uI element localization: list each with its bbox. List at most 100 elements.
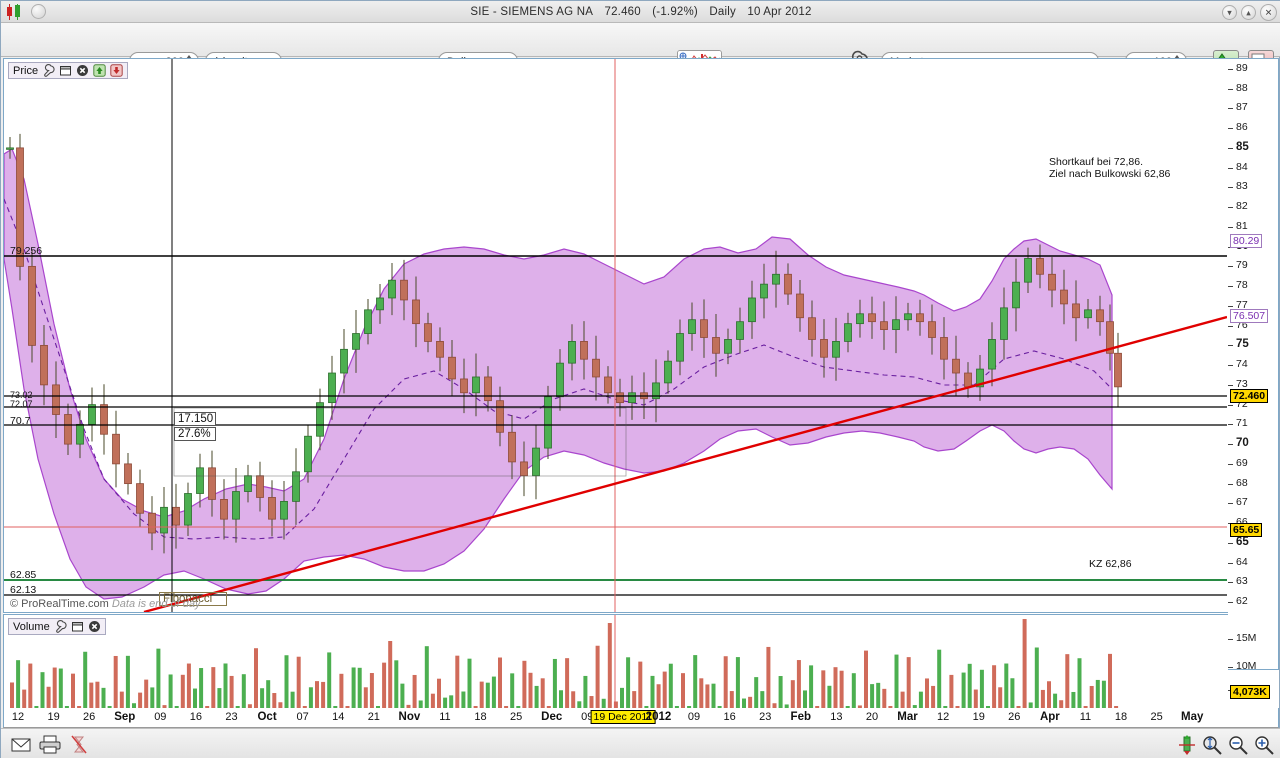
measure-rect xyxy=(173,407,627,477)
axis-tick xyxy=(1228,325,1233,327)
price-pane[interactable]: Price Shortkauf bei 72,86. Ziel nach Bul… xyxy=(3,58,1228,613)
title-timeframe: Daily xyxy=(709,5,736,18)
volume-bar xyxy=(760,691,765,711)
wrench-icon[interactable] xyxy=(42,64,55,77)
volume-pane-header[interactable]: Volume xyxy=(8,618,106,635)
candle-body xyxy=(868,313,876,323)
axis-tick xyxy=(1228,424,1233,426)
candle-body xyxy=(664,360,672,384)
volume-bar xyxy=(1065,654,1070,711)
candle-body xyxy=(292,471,300,502)
close-icon[interactable] xyxy=(1260,4,1277,21)
candle-body xyxy=(1000,307,1008,340)
candle-body xyxy=(148,512,156,534)
volume-bar xyxy=(906,657,911,711)
volume-bar xyxy=(58,668,63,711)
mail-icon[interactable] xyxy=(11,735,31,754)
volume-bar xyxy=(388,641,393,711)
volume-bar xyxy=(113,655,118,711)
volume-bar xyxy=(870,684,875,711)
axis-tick xyxy=(1228,108,1233,110)
candle-body xyxy=(1084,309,1092,319)
axis-tick xyxy=(1228,167,1233,169)
volume-bar xyxy=(534,685,539,711)
date-axis-label: Nov xyxy=(398,711,421,723)
volume-pane[interactable]: Volume xyxy=(3,614,1228,714)
window-icon[interactable] xyxy=(59,64,72,77)
title-price: 72.460 xyxy=(604,5,641,18)
candle-body xyxy=(580,341,588,360)
close-circle-icon[interactable] xyxy=(88,620,101,633)
volume-bar xyxy=(1022,619,1027,711)
volume-bar xyxy=(1053,693,1058,711)
price-scale[interactable]: 6263646566676869707172737475767778798081… xyxy=(1228,58,1279,699)
volume-bar xyxy=(961,672,966,711)
candle-body xyxy=(628,392,636,404)
volume-bar xyxy=(229,675,234,711)
price-axis-label: 73 xyxy=(1236,377,1248,390)
axis-tick xyxy=(1228,305,1233,307)
zoom-out-icon[interactable] xyxy=(1227,735,1249,755)
volume-bar xyxy=(467,658,472,711)
volume-bar xyxy=(559,690,563,711)
volume-scale-tag: 4,073K xyxy=(1230,685,1270,699)
price-axis-label: 84 xyxy=(1236,160,1248,173)
date-axis-label: 20 xyxy=(865,711,879,723)
volume-bar xyxy=(485,682,490,711)
zoom-in-icon[interactable] xyxy=(1253,735,1275,755)
close-circle-icon[interactable] xyxy=(76,64,89,77)
candle-body xyxy=(1024,258,1032,283)
candle-body xyxy=(1048,273,1056,291)
volume-bar xyxy=(1108,653,1112,711)
bottom-toolbar xyxy=(1,728,1280,758)
print-icon[interactable] xyxy=(39,735,61,754)
move-up-icon[interactable] xyxy=(93,64,106,77)
volume-bar xyxy=(52,667,57,711)
menu-orb-icon[interactable] xyxy=(31,4,46,19)
volume-bar xyxy=(1071,691,1076,711)
candle-body xyxy=(940,337,948,360)
window-icon[interactable] xyxy=(71,620,84,633)
chevron-up-icon[interactable] xyxy=(1241,5,1256,20)
price-pane-header[interactable]: Price xyxy=(8,62,129,79)
volume-bar xyxy=(766,646,771,711)
volume-bar xyxy=(796,660,801,711)
date-axis-label: 19 xyxy=(972,711,985,723)
axis-tick xyxy=(1228,365,1233,367)
volume-bar xyxy=(613,701,618,711)
price-axis-label: 88 xyxy=(1236,81,1248,94)
volume-bar xyxy=(479,681,484,711)
chevron-down-icon[interactable] xyxy=(1222,5,1237,20)
volume-bar xyxy=(430,693,435,711)
axis-tick xyxy=(1228,128,1233,130)
move-down-icon[interactable] xyxy=(110,64,123,77)
zoom-fit-icon[interactable] xyxy=(1201,735,1223,755)
price-axis-label: 89 xyxy=(1236,61,1248,74)
axis-tick xyxy=(1228,667,1233,668)
volume-bar xyxy=(723,656,728,711)
crosshair-tool-icon[interactable] xyxy=(1176,735,1198,755)
volume-bar xyxy=(748,696,753,711)
volume-bar xyxy=(1077,658,1082,711)
chart-area: Price Shortkauf bei 72,86. Ziel nach Bul… xyxy=(3,58,1279,726)
volume-bar xyxy=(864,650,868,711)
price-scale-tag: 80.29 xyxy=(1230,233,1263,248)
candle-body xyxy=(196,467,204,494)
date-axis-label: 16 xyxy=(723,711,736,723)
wrench-icon[interactable] xyxy=(54,620,67,633)
candle-body xyxy=(928,321,936,338)
level-label-6213: 62.13 xyxy=(10,584,37,596)
volume-bar xyxy=(241,674,246,711)
date-axis[interactable]: 12 19 26 Sep 09 16 23 Oct 07 14 21 Nov 11 18 25 Dec 09 19… xyxy=(3,708,1279,728)
level-label-707: 70.7 xyxy=(10,415,31,427)
delete-drawings-icon[interactable] xyxy=(69,735,89,754)
date-axis-label: 13 xyxy=(830,711,843,723)
axis-tick xyxy=(1228,207,1233,209)
candle-body xyxy=(304,435,312,473)
candlestick-series xyxy=(6,133,1122,554)
date-axis-label: 18 xyxy=(1114,711,1128,723)
candle-body xyxy=(328,372,336,404)
price-axis-label: 75 xyxy=(1236,338,1249,351)
price-axis-label: 64 xyxy=(1236,555,1248,568)
date-axis-label: May xyxy=(1181,711,1204,723)
